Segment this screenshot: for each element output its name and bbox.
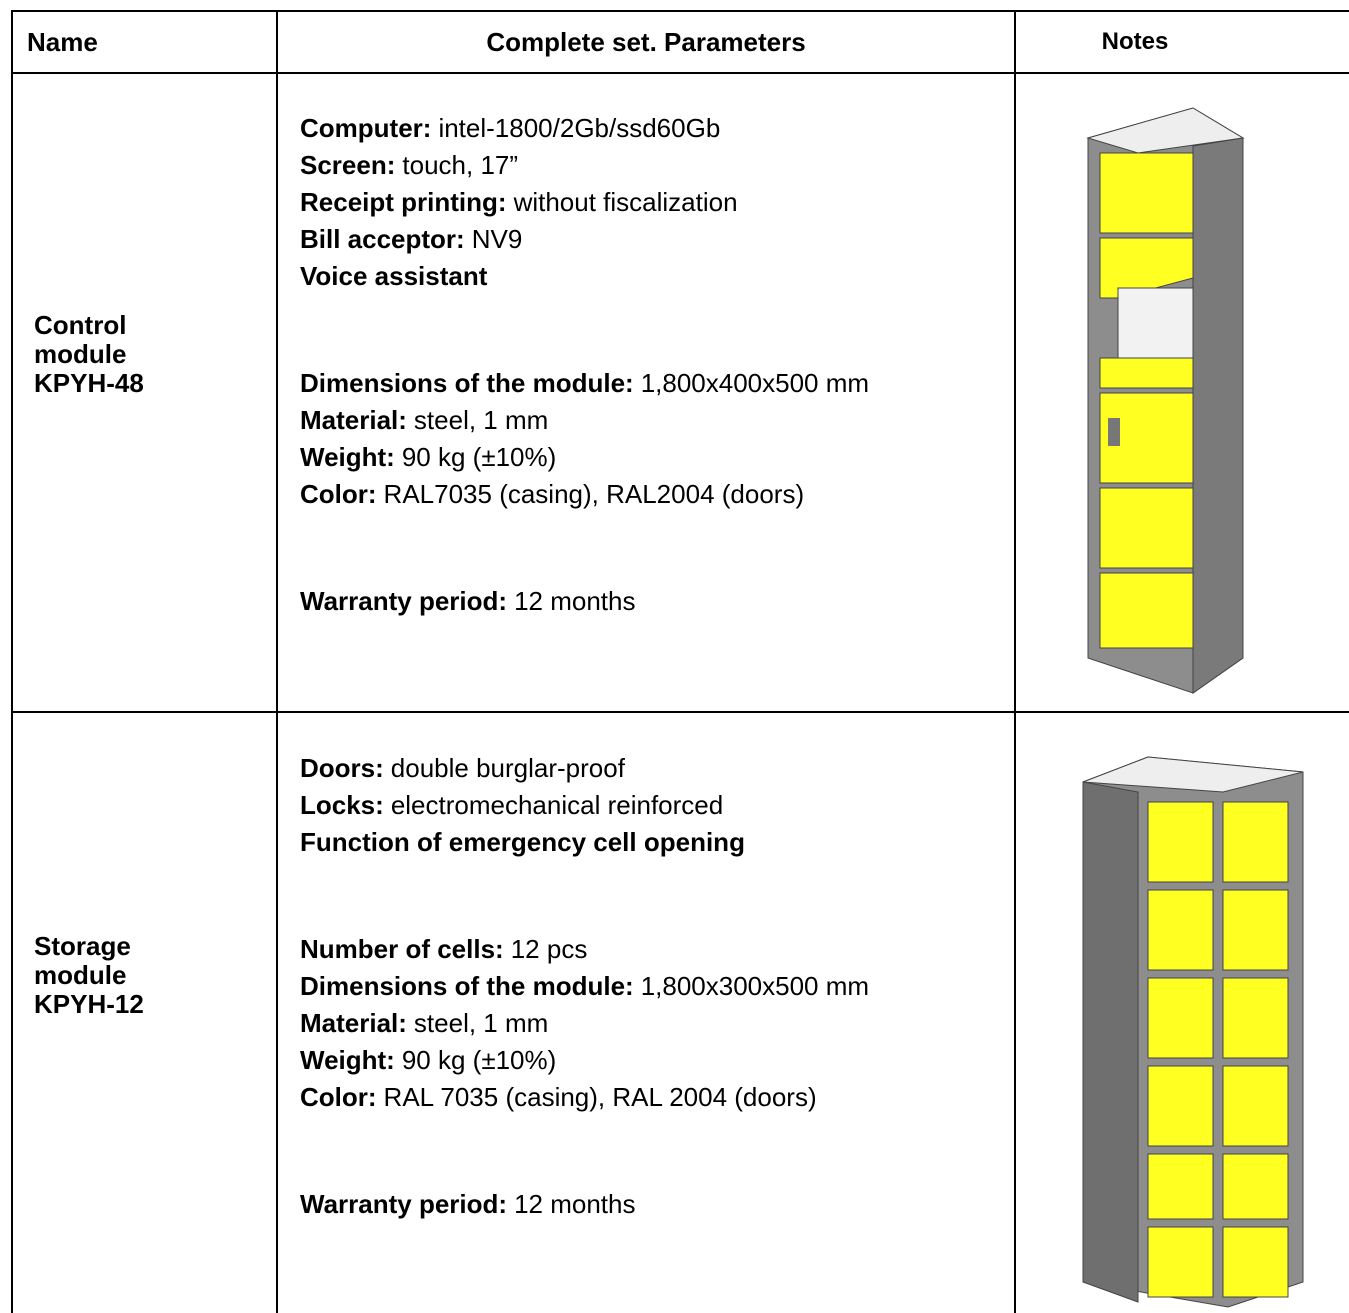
param-label: Function of emergency cell opening — [300, 827, 745, 857]
param-label: Warranty period: — [300, 1189, 508, 1219]
param-label: Computer: — [300, 113, 432, 143]
param-value: 12 months — [514, 1189, 636, 1219]
param-line: Locks: electromechanical reinforced — [300, 787, 869, 824]
row-name: Control module KPYH-48 — [34, 311, 144, 398]
param-group: Dimensions of the module: 1,800x400x500 m… — [300, 365, 869, 513]
param-line: Color: RAL7035 (casing), RAL2004 (doors) — [300, 476, 869, 513]
param-label: Color: — [300, 479, 377, 509]
param-value: steel, 1 mm — [413, 1008, 549, 1038]
param-value: 12 months — [514, 586, 636, 616]
name-line: module — [34, 960, 127, 990]
param-line: Bill acceptor: NV9 — [300, 221, 869, 258]
header-cell: Notes — [1101, 28, 1169, 55]
param-line: Warranty period: 12 months — [300, 583, 869, 620]
param-label: Weight: — [300, 442, 395, 472]
param-label: Doors: — [300, 753, 384, 783]
param-value: without fiscalization — [513, 187, 738, 217]
param-label: Receipt printing: — [300, 187, 507, 217]
name-line: KPYH-12 — [34, 989, 144, 1019]
param-value: 12 pcs — [510, 934, 588, 964]
param-line: Dimensions of the module: 1,800x300x500 m… — [300, 968, 869, 1005]
param-value: NV9 — [471, 224, 523, 254]
param-group: Doors: double burglar-proof Locks: electrom… — [300, 750, 869, 861]
param-value: electromechanical reinforced — [390, 790, 724, 820]
param-line: Material: steel, 1 mm — [300, 402, 869, 439]
border — [12, 72, 1349, 74]
kiosk-image — [1086, 107, 1245, 694]
row-name: Storage module KPYH-12 — [34, 932, 144, 1019]
param-label: Number of cells: — [300, 934, 504, 964]
param-label: Warranty period: — [300, 586, 508, 616]
param-line: Voice assistant — [300, 258, 869, 295]
param-line: Function of emergency cell opening — [300, 824, 869, 861]
param-line: Number of cells: 12 pcs — [300, 931, 869, 968]
param-line: Weight: 90 kg (±10%) — [300, 439, 869, 476]
name-line: Storage — [34, 931, 131, 961]
name-line: module — [34, 339, 127, 369]
border — [12, 10, 1349, 12]
name-line: KPYH-48 — [34, 368, 144, 398]
row-params: Doors: double burglar-proof Locks: electrom… — [300, 750, 869, 1223]
param-label: Dimensions of the module: — [300, 368, 634, 398]
param-label: Dimensions of the module: — [300, 971, 634, 1001]
param-value: double burglar-proof — [390, 753, 625, 783]
param-label: Screen: — [300, 150, 396, 180]
param-value: RAL 7035 (casing), RAL 2004 (doors) — [383, 1082, 817, 1112]
header-cell: Name — [27, 27, 98, 57]
param-label: Material: — [300, 1008, 407, 1038]
param-label: Color: — [300, 1082, 377, 1112]
param-line: Weight: 90 kg (±10%) — [300, 1042, 869, 1079]
param-value: 1,800x300x500 mm — [640, 971, 870, 1001]
param-label: Bill acceptor: — [300, 224, 465, 254]
param-value: steel, 1 mm — [413, 405, 549, 435]
border — [12, 711, 1349, 713]
param-group: Warranty period: 12 months — [300, 583, 869, 620]
name-line: Control — [34, 310, 127, 340]
header-cell: Complete set. Parameters — [486, 27, 806, 57]
param-value: 1,800x400x500 mm — [640, 368, 870, 398]
row-params: Computer: intel-1800/2Gb/ssd60Gb Screen: to… — [300, 110, 869, 620]
param-line: Computer: intel-1800/2Gb/ssd60Gb — [300, 110, 869, 147]
param-line: Screen: touch, 17” — [300, 147, 869, 184]
param-group: Computer: intel-1800/2Gb/ssd60Gb Screen: to… — [300, 110, 869, 295]
border — [276, 10, 278, 1313]
param-group: Warranty period: 12 months — [300, 1186, 869, 1223]
param-label: Material: — [300, 405, 407, 435]
param-line: Receipt printing: without fiscalization — [300, 184, 869, 221]
param-value: intel-1800/2Gb/ssd60Gb — [438, 113, 721, 143]
param-line: Warranty period: 12 months — [300, 1186, 869, 1223]
param-group: Number of cells: 12 pcs Dimensions of the … — [300, 931, 869, 1116]
param-line: Dimensions of the module: 1,800x400x500 m… — [300, 365, 869, 402]
param-value: 90 kg (±10%) — [401, 1045, 557, 1075]
border — [11, 10, 13, 1313]
param-line: Doors: double burglar-proof — [300, 750, 869, 787]
param-line: Material: steel, 1 mm — [300, 1005, 869, 1042]
border — [1014, 10, 1016, 1313]
param-value: touch, 17” — [402, 150, 519, 180]
param-value: RAL7035 (casing), RAL2004 (doors) — [383, 479, 805, 509]
param-label: Weight: — [300, 1045, 395, 1075]
param-line: Color: RAL 7035 (casing), RAL 2004 (doors… — [300, 1079, 869, 1116]
param-label: Locks: — [300, 790, 384, 820]
locker-image — [1082, 756, 1304, 1308]
param-label: Voice assistant — [300, 261, 488, 291]
param-value: 90 kg (±10%) — [401, 442, 557, 472]
